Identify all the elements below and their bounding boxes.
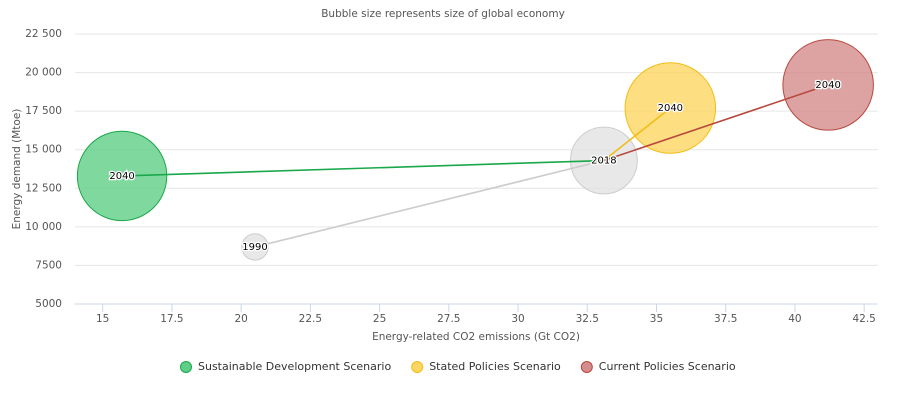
y-axis-title: Energy demand (Mtoe) [11, 109, 23, 230]
x-tick-label: 37.5 [714, 313, 737, 325]
series-line [603, 107, 671, 162]
y-tick-label: 10 000 [25, 221, 62, 233]
legend-marker [180, 361, 192, 373]
x-tick-label: 17.5 [160, 313, 183, 325]
x-tick-label: 30 [511, 313, 524, 325]
x-tick-label: 42.5 [852, 313, 875, 325]
x-tick-label: 15 [96, 313, 109, 325]
point-label: 1990 [242, 242, 267, 253]
legend-marker [411, 361, 424, 373]
y-tick-label: 17 500 [25, 105, 62, 117]
x-tick-label: 32.5 [576, 313, 599, 325]
bubble [76, 130, 168, 222]
x-tick-label: 35 [650, 313, 663, 325]
point-label: 2018 [591, 156, 616, 167]
point-label: 2040 [109, 171, 134, 182]
y-tick-label: 12 500 [25, 182, 62, 194]
y-tick-label: 15 000 [25, 144, 62, 156]
x-tick-label: 25 [373, 313, 386, 325]
y-tick-label: 5000 [35, 298, 62, 310]
x-tick-label: 20 [234, 313, 247, 325]
y-tick-label: 22 500 [25, 28, 62, 40]
series-line [254, 159, 605, 248]
y-tick-label: 20 000 [25, 67, 62, 79]
legend-label: Stated Policies Scenario [429, 360, 561, 373]
series-line [122, 159, 604, 177]
legend-marker [580, 361, 593, 373]
x-axis-title: Energy-related CO2 emissions (Gt CO2) [372, 331, 580, 343]
legend-label: Current Policies Scenario [599, 360, 736, 373]
chart-subtitle: Bubble size represents size of global ec… [321, 8, 565, 20]
point-label: 2040 [815, 80, 840, 91]
series-line [603, 84, 829, 162]
legend-label: Sustainable Development Scenario [198, 360, 391, 373]
y-tick-label: 7500 [35, 259, 62, 271]
x-tick-label: 27.5 [437, 313, 460, 325]
x-tick-label: 40 [788, 313, 801, 325]
point-label: 2040 [658, 103, 683, 114]
x-tick-label: 22.5 [299, 313, 322, 325]
